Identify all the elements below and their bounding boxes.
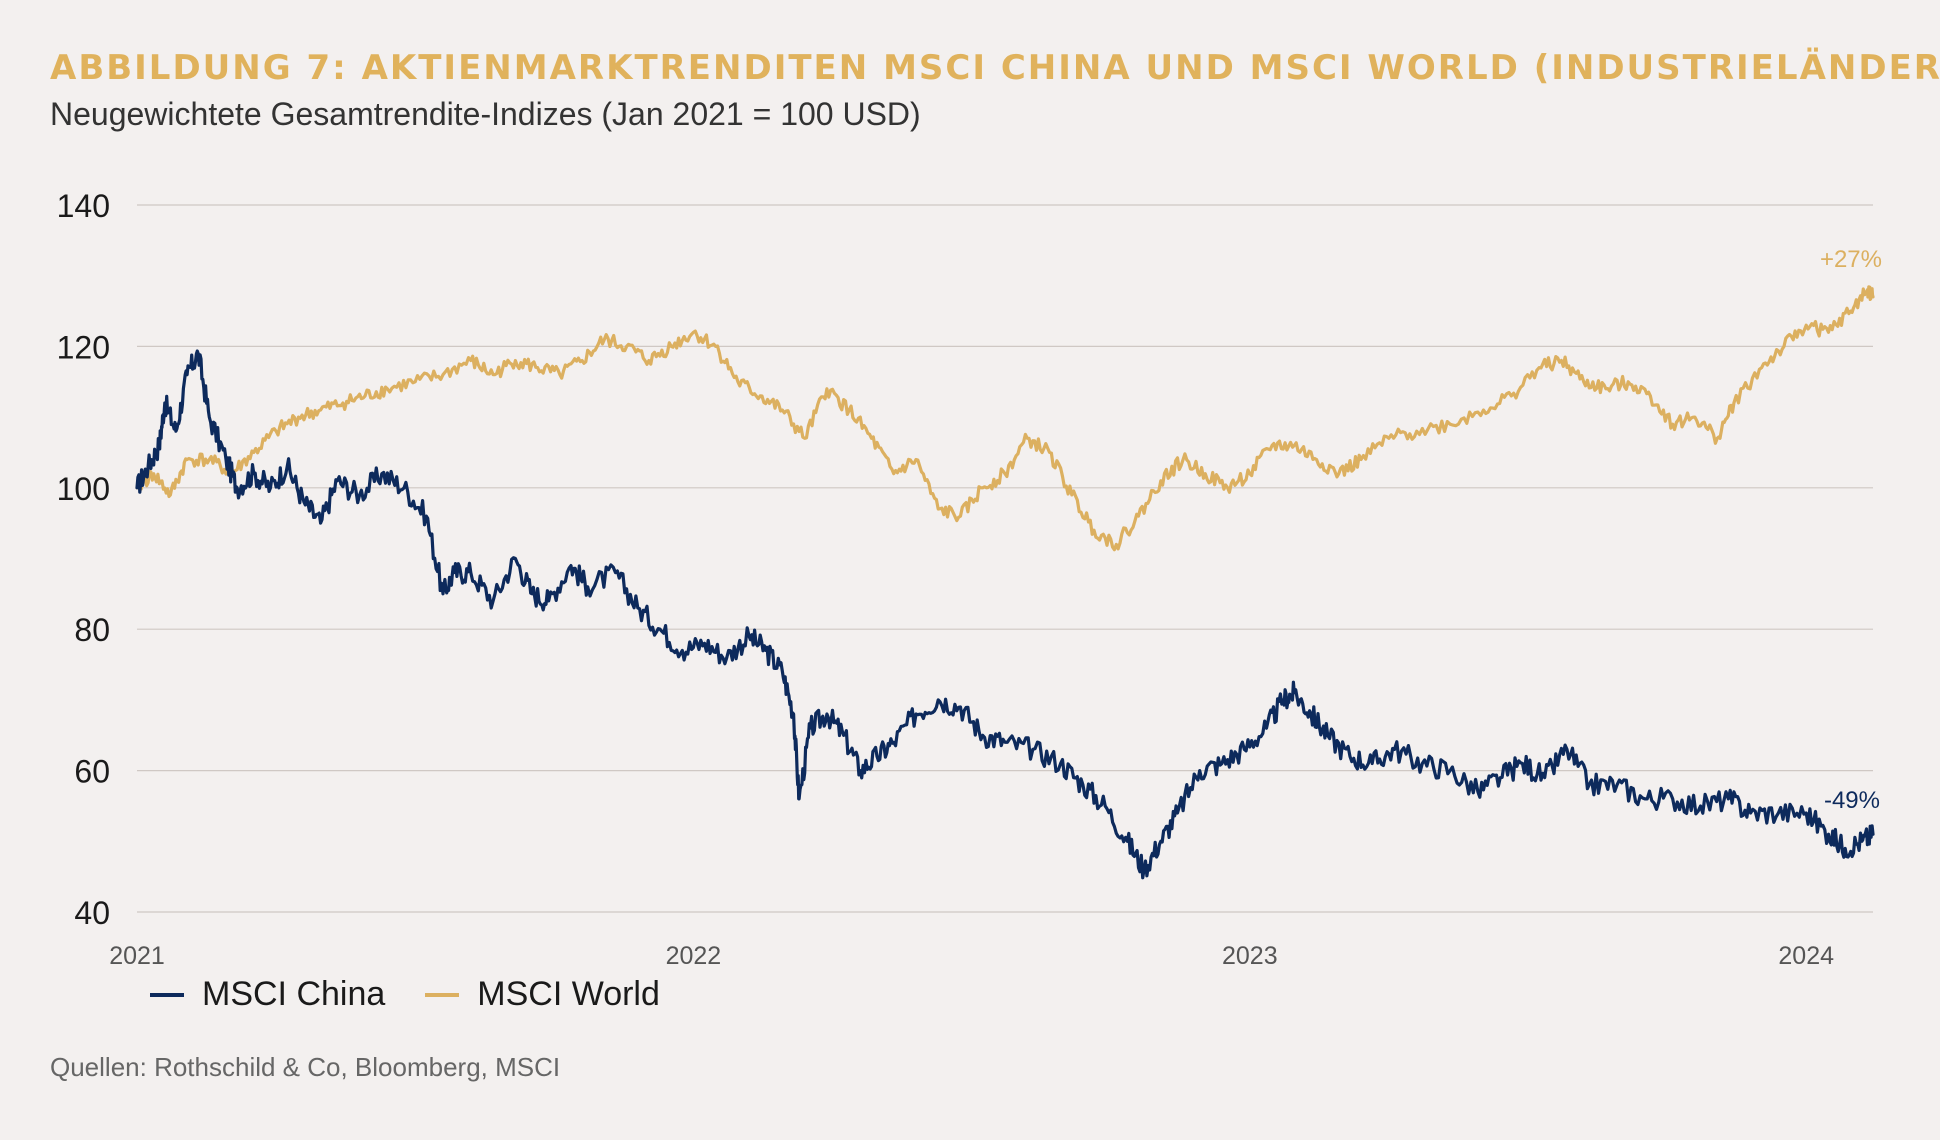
x-tick-label-2023: 2023 <box>1222 942 1278 970</box>
legend-swatch-world <box>425 992 460 997</box>
x-tick-label-2024: 2024 <box>1778 942 1834 970</box>
series-line-world <box>135 285 1875 552</box>
legend-item-china: MSCI China <box>150 975 385 1014</box>
chart-title: ABBILDUNG 7: AKTIENMARKTRENDITEN MSCI CH… <box>50 48 1940 88</box>
chart-area: 40 60 80 100 120 140 2021 2022 2023 2024 +27% -49% <box>57 188 1882 970</box>
legend-swatch-china <box>150 992 184 997</box>
chart-subtitle: Neugewichtete Gesamtrendite-Indizes (Jan… <box>50 96 921 132</box>
y-tick-label-140: 140 <box>57 188 110 224</box>
y-tick-label-40: 40 <box>74 895 110 931</box>
end-label-china: -49% <box>1824 787 1880 814</box>
x-tick-label-2022: 2022 <box>666 942 722 970</box>
series-line-china <box>135 349 1875 880</box>
legend-item-world: MSCI World <box>425 975 660 1014</box>
source-note: Quellen: Rothschild & Co, Bloomberg, MSC… <box>50 1052 561 1082</box>
end-label-world: +27% <box>1820 246 1882 273</box>
y-tick-label-80: 80 <box>74 612 110 648</box>
y-tick-label-120: 120 <box>57 329 110 365</box>
y-tick-label-100: 100 <box>57 471 110 507</box>
legend: MSCI China MSCI World <box>150 975 660 1014</box>
legend-label-world: MSCI World <box>477 975 660 1013</box>
x-tick-label-2021: 2021 <box>109 942 165 970</box>
legend-label-china: MSCI China <box>202 975 386 1013</box>
y-tick-label-60: 60 <box>74 754 110 790</box>
line-chart: 40 60 80 100 120 140 2021 2022 2023 2024 +27% -49% <box>57 188 1882 970</box>
